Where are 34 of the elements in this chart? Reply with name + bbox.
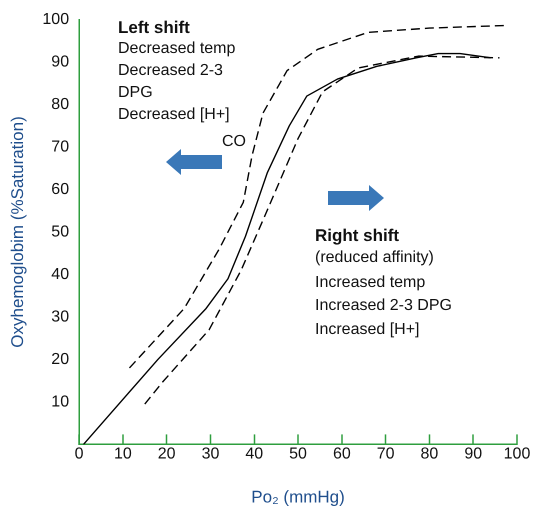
y-tick-label: 20 (51, 350, 70, 368)
annotation: Increased temp (315, 274, 426, 292)
annotation: Left shift (118, 18, 190, 38)
y-tick-label: 30 (51, 308, 70, 326)
x-axis-title: Po₂ (mmHg) (251, 487, 345, 506)
y-tick-label: 50 (51, 223, 70, 240)
annotation: Decreased [H+] (118, 106, 230, 124)
annotation: Decreased 2-3 (118, 62, 223, 80)
y-tick-label: 80 (51, 96, 70, 113)
annotation: CO (222, 133, 246, 151)
x-tick-label: 100 (504, 445, 530, 462)
annotation: DPG (118, 84, 153, 102)
x-tick-label: 30 (202, 445, 220, 462)
y-tick-label: 90 (51, 53, 70, 70)
x-tick-label: 10 (114, 445, 132, 462)
x-tick-label: 0 (74, 445, 84, 462)
annotation: Right shift (315, 226, 400, 246)
x-tick-label: 90 (464, 445, 482, 462)
x-tick-label: 80 (420, 445, 438, 462)
y-tick-label: 70 (51, 138, 70, 156)
y-axis-title: Oxyhemoglobim (%Saturation) (8, 116, 27, 348)
x-tick-label: 40 (245, 445, 264, 462)
x-tick-label: 60 (332, 445, 351, 462)
y-tick-label: 100 (42, 11, 70, 28)
y-tick-label: 40 (51, 266, 70, 283)
annotation: (reduced affinity) (315, 249, 434, 267)
annotation: Increased 2-3 DPG (315, 297, 452, 315)
annotation: Decreased temp (118, 40, 236, 58)
y-tick-label: 10 (51, 393, 70, 410)
x-tick-label: 70 (376, 445, 395, 462)
annotation: Increased [H+] (315, 321, 420, 339)
x-tick-label: 20 (158, 445, 176, 462)
y-tick-label: 60 (51, 180, 70, 198)
x-tick-label: 50 (289, 445, 308, 462)
